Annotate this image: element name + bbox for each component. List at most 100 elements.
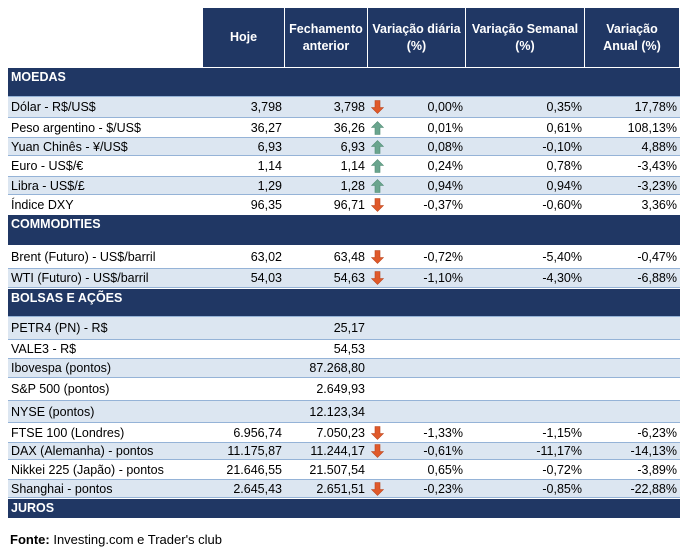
- cell-value: 54,63: [333, 271, 365, 285]
- cell-value: 0,35%: [546, 100, 582, 114]
- footer-label: Fonte:: [10, 532, 50, 547]
- column-header: Variação diária (%): [368, 8, 466, 67]
- cell-value: -0,61%: [368, 443, 466, 459]
- table-row: Nikkei 225 (Japão) - pontos 21.646,55 21.5…: [8, 460, 680, 479]
- cell-value: -3,23%: [637, 178, 677, 193]
- column-header: Variação Anual (%): [585, 8, 680, 67]
- header-row: Hoje Fechamento anterior Variação diária (…: [8, 8, 680, 67]
- column-header: Fechamento anterior: [285, 8, 368, 67]
- arrow-down: [371, 249, 384, 264]
- cell-value: 1,29: [257, 178, 282, 193]
- cell-value: 12.123,34: [309, 404, 365, 419]
- cell-value: 3,36%: [641, 197, 677, 212]
- cell-value: -0,47%: [637, 249, 677, 264]
- arrow-down: [371, 197, 384, 212]
- cell-value: 3,798: [250, 100, 282, 114]
- row-label: Nikkei 225 (Japão) - pontos: [11, 462, 164, 477]
- section-header: BOLSAS E AÇÕES: [8, 288, 680, 316]
- cell-value: 96,35: [250, 197, 282, 212]
- cell-value: 0,08%: [368, 138, 466, 155]
- cell-value: [585, 317, 680, 339]
- cell-value: 7.050,23: [316, 425, 365, 440]
- cell-value: [585, 359, 680, 377]
- row-label: DAX (Alemanha) - pontos: [11, 444, 154, 458]
- cell-value: -6,23%: [637, 425, 677, 440]
- cell-value: 87.268,80: [309, 361, 365, 375]
- table-row: DAX (Alemanha) - pontos 11.175,87 11.244,1…: [8, 442, 680, 460]
- footer: Fonte: Investing.com e Trader's club: [10, 532, 222, 547]
- cell-value: 0,61%: [546, 120, 582, 135]
- cell-value: 63,48: [333, 249, 365, 264]
- cell-value: -0,10%: [542, 139, 582, 154]
- cell-value: [203, 317, 285, 339]
- cell-value: 11.175,87: [227, 444, 282, 458]
- table-row: Peso argentino - $/US$ 36,27 36,26 0,01% 0,6…: [8, 118, 680, 137]
- cell-value: -6,88%: [637, 271, 677, 285]
- cell-value: 4,88%: [641, 139, 677, 154]
- cell-value: 0,01%: [368, 118, 466, 137]
- cell-value: 96,71: [333, 197, 365, 212]
- cell-value: 21.646,55: [226, 462, 282, 477]
- table-row: Brent (Futuro) - US$/barril 63,02 63,48 -0,…: [8, 245, 680, 268]
- cell-value: 36,27: [250, 120, 282, 135]
- cell-value: -5,40%: [542, 249, 582, 264]
- cell-value: [466, 317, 585, 339]
- table-row: Euro - US$/€ 1,14 1,14 0,24% 0,78% -3,43%: [8, 156, 680, 176]
- cell-value: -1,33%: [368, 423, 466, 442]
- cell-value: 3,798: [333, 100, 365, 114]
- cell-value: 1,14: [257, 159, 282, 173]
- cell-value: -11,17%: [536, 444, 582, 458]
- cell-value: -1,15%: [542, 425, 582, 440]
- table-row: Libra - US$/£ 1,29 1,28 0,94% 0,94% -3,23%: [8, 176, 680, 195]
- row-label: Índice DXY: [11, 197, 74, 212]
- row-label: NYSE (pontos): [11, 404, 95, 419]
- arrow-up: [371, 139, 384, 154]
- cell-value: 36,26: [333, 120, 365, 135]
- row-label: Shanghai - pontos: [11, 481, 113, 496]
- cell-value: [203, 401, 285, 422]
- cell-value: 6,93: [257, 139, 282, 154]
- table-row: Dólar - R$/US$ 3,798 3,798 0,00% 0,35% 17,78%: [8, 96, 680, 118]
- column-header: Variação Semanal (%): [466, 8, 585, 67]
- cell-value: 0,94%: [368, 177, 466, 194]
- table-row: NYSE (pontos) 12.123,34: [8, 400, 680, 423]
- cell-value: 0,00%: [368, 97, 466, 117]
- table-row: Shanghai - pontos 2.645,43 2.651,51 -0,23% -…: [8, 479, 680, 498]
- table-row: FTSE 100 (Londres) 6.956,74 7.050,23 -1,33%…: [8, 423, 680, 442]
- table-row: Índice DXY 96,35 96,71 -0,37% -0,60% 3,36%: [8, 195, 680, 214]
- cell-value: -0,60%: [542, 197, 582, 212]
- cell-value: [203, 378, 285, 400]
- table-row: Ibovespa (pontos) 87.268,80: [8, 358, 680, 378]
- arrow-down: [371, 271, 384, 285]
- cell-value: [585, 378, 680, 400]
- arrow-up: [371, 159, 384, 173]
- cell-value: [466, 401, 585, 422]
- cell-value: 2.651,51: [316, 481, 365, 496]
- row-label: Yuan Chinês - ¥/US$: [11, 139, 128, 154]
- cell-value: 54,03: [250, 271, 282, 285]
- row-label: PETR4 (PN) - R$: [11, 321, 108, 335]
- cell-value: [585, 401, 680, 422]
- arrow-up: [371, 178, 384, 193]
- cell-value: 25,17: [333, 321, 365, 335]
- cell-value: [466, 378, 585, 400]
- cell-value: 0,94%: [546, 178, 582, 193]
- section-header: MOEDAS: [8, 67, 680, 96]
- row-label: FTSE 100 (Londres): [11, 425, 125, 440]
- row-label: VALE3 - R$: [11, 342, 77, 356]
- cell-value: 21.507,54: [309, 462, 365, 477]
- cell-value: -3,89%: [637, 462, 677, 477]
- cell-value: -0,37%: [368, 195, 466, 214]
- row-label: Euro - US$/€: [11, 159, 84, 173]
- row-label: Peso argentino - $/US$: [11, 120, 141, 135]
- cell-value: -0,72%: [368, 245, 466, 268]
- cell-value: [368, 401, 466, 422]
- table: Hoje Fechamento anterior Variação diária (…: [8, 8, 680, 518]
- cell-value: [203, 359, 285, 377]
- cell-value: [585, 340, 680, 358]
- cell-value: 6.956,74: [233, 425, 282, 440]
- cell-value: 17,78%: [634, 100, 677, 114]
- cell-value: 2.649,93: [316, 382, 365, 396]
- cell-value: 0,24%: [368, 156, 466, 176]
